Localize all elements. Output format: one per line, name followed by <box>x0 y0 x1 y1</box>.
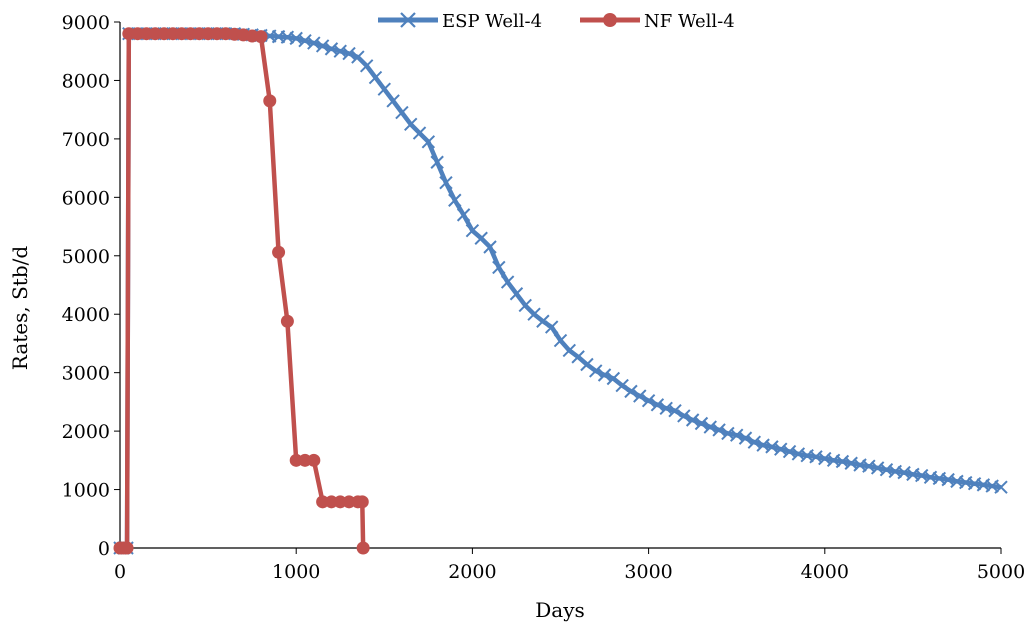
series-2 <box>113 27 370 555</box>
legend: ESP Well-4 NF Well-4 <box>378 11 735 32</box>
series-line <box>120 31 1002 551</box>
y-tick-label: 7000 <box>62 129 110 151</box>
data-point <box>606 371 621 386</box>
data-point <box>615 378 629 393</box>
data-point <box>120 541 134 555</box>
data-point <box>333 44 347 58</box>
data-point <box>359 59 374 73</box>
data-point <box>307 36 321 50</box>
legend-item-esp: ESP Well-4 <box>378 11 542 32</box>
data-point <box>738 431 753 445</box>
legend-label-nf: NF Well-4 <box>644 11 735 32</box>
data-point <box>694 416 709 431</box>
series-layer <box>113 26 1008 555</box>
data-point <box>356 541 370 555</box>
data-point <box>368 70 383 85</box>
legend-x-marker-icon <box>400 12 416 28</box>
data-point <box>580 357 594 372</box>
data-point <box>527 307 541 321</box>
data-point <box>430 155 444 169</box>
data-point <box>685 413 700 427</box>
data-point <box>765 440 779 454</box>
y-tick-label: 9000 <box>62 12 110 34</box>
x-tick-label: 0 <box>114 561 126 583</box>
data-point <box>536 314 550 328</box>
data-point <box>703 420 717 434</box>
data-point <box>272 245 286 259</box>
legend-label-esp: ESP Well-4 <box>442 11 542 32</box>
data-point <box>386 94 400 108</box>
series-line <box>120 31 366 551</box>
data-point <box>544 320 559 334</box>
data-point <box>597 368 612 382</box>
plot-area <box>119 22 1001 549</box>
x-axis-ticks: 0 1000 2000 3000 4000 5000 <box>114 548 1025 583</box>
legend-circle-marker-icon <box>603 13 617 27</box>
data-point <box>589 364 603 378</box>
y-tick-label: 8000 <box>62 70 110 92</box>
data-point <box>729 428 744 442</box>
x-axis-title: Days <box>535 598 585 622</box>
x-tick-label: 4000 <box>801 561 849 583</box>
x-tick-label: 3000 <box>624 561 672 583</box>
data-point <box>677 409 691 423</box>
data-point <box>492 260 506 275</box>
data-point <box>633 389 647 403</box>
legend-item-nf: NF Well-4 <box>580 11 735 32</box>
data-point <box>307 453 321 467</box>
data-point <box>624 384 638 399</box>
data-point <box>659 401 673 416</box>
y-tick-label: 0 <box>98 538 110 560</box>
y-axis-title: Rates, Stb/d <box>8 246 32 371</box>
data-point <box>641 394 656 408</box>
x-tick-label: 1000 <box>272 561 320 583</box>
data-point <box>280 314 294 328</box>
data-point <box>355 495 369 509</box>
y-tick-label: 5000 <box>62 246 110 268</box>
y-tick-label: 3000 <box>62 363 110 385</box>
data-point <box>483 240 497 254</box>
data-point <box>439 176 453 190</box>
x-tick-label: 5000 <box>977 561 1025 583</box>
data-point <box>650 398 665 412</box>
data-point <box>315 39 330 53</box>
data-point <box>263 94 277 108</box>
data-point <box>324 42 339 56</box>
data-point <box>668 403 682 418</box>
data-point <box>395 105 409 120</box>
data-point <box>994 480 1008 494</box>
y-tick-label: 2000 <box>62 421 110 443</box>
data-point <box>774 442 788 456</box>
data-point <box>254 30 268 44</box>
y-axis-ticks: 0 1000 2000 3000 4000 5000 6000 7000 8000 9000 <box>62 12 120 560</box>
x-tick-label: 2000 <box>448 561 496 583</box>
data-point <box>377 82 392 96</box>
y-tick-label: 1000 <box>62 480 110 502</box>
data-point <box>712 423 726 437</box>
data-point <box>782 444 797 459</box>
data-point <box>342 46 356 61</box>
series-1 <box>113 26 1008 555</box>
data-point <box>509 287 524 301</box>
data-point <box>562 343 577 358</box>
data-point <box>747 435 762 449</box>
data-point <box>289 31 303 46</box>
data-point <box>421 135 436 149</box>
data-point <box>456 208 471 222</box>
data-point <box>298 33 312 48</box>
data-point <box>448 193 462 207</box>
data-point <box>500 275 515 289</box>
y-tick-label: 6000 <box>62 187 110 209</box>
y-tick-label: 4000 <box>62 304 110 326</box>
